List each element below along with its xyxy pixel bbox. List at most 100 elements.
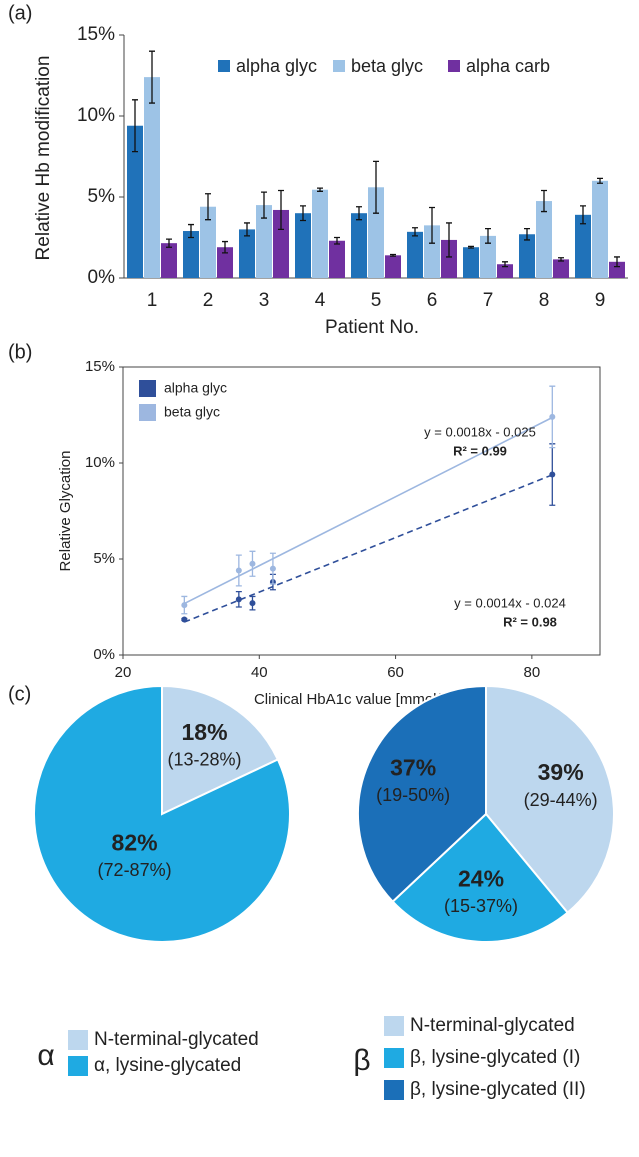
bar (609, 261, 625, 278)
error-bar (446, 222, 452, 258)
error-bar (502, 261, 508, 268)
error-bar (132, 99, 138, 153)
error-bar (317, 187, 323, 192)
error-bar (261, 191, 267, 219)
point (549, 471, 556, 478)
error-bar (278, 189, 284, 231)
legend-label: alpha glyc (164, 380, 227, 396)
bar (497, 264, 513, 278)
panel-label: (a) (8, 2, 32, 24)
error-bar (356, 206, 362, 221)
pie-slice (485, 684, 615, 915)
legend-label: α, lysine-glycated (94, 1055, 241, 1076)
legend-swatch (218, 60, 230, 72)
x-axis-title: Clinical HbA1c value [mmol/mol] (254, 691, 469, 708)
error-bar (205, 193, 211, 221)
bar (273, 209, 289, 278)
slice-range: (29-44%) (524, 790, 598, 810)
slice-range: (13-28%) (168, 750, 242, 770)
bar (239, 229, 255, 278)
x-tick-label: 4 (315, 290, 326, 311)
error-bar (614, 256, 620, 268)
trend-line (184, 474, 553, 623)
bar (385, 255, 401, 278)
point (249, 600, 256, 607)
bar (144, 77, 160, 279)
legend-label: β, lysine-glycated (II) (410, 1079, 586, 1100)
x-tick-label: 9 (595, 290, 606, 311)
point (549, 413, 556, 420)
legend-label: N-terminal-glycated (410, 1015, 575, 1036)
slice-value: 39% (538, 759, 584, 785)
error-bar (524, 227, 530, 241)
slice-value: 18% (181, 719, 227, 745)
bar (351, 213, 367, 278)
bar (312, 189, 328, 278)
bar (441, 239, 457, 278)
error-bar (373, 160, 379, 214)
error-bar (541, 189, 547, 213)
point (235, 596, 242, 603)
error-bar (412, 227, 418, 237)
y-tick-label: 5% (88, 186, 116, 207)
y-tick-label: 10% (85, 454, 115, 471)
bar (407, 231, 423, 278)
legend-swatch (139, 404, 156, 421)
x-tick-label: 20 (115, 664, 132, 681)
x-tick-label: 60 (387, 664, 404, 681)
x-tick-label: 7 (483, 290, 494, 311)
trend-equation: y = 0.0018x - 0.025 (424, 424, 536, 439)
y-tick-label: 15% (77, 24, 115, 45)
y-axis-title: Relative Glycation (57, 451, 74, 572)
x-tick-label: 2 (203, 290, 214, 311)
error-bar (390, 253, 396, 257)
error-bar (300, 205, 306, 222)
x-axis-title: Patient No. (325, 317, 419, 338)
x-tick-label: 40 (251, 664, 268, 681)
bar (592, 180, 608, 278)
error-bar (580, 205, 586, 225)
pie-slice (357, 684, 487, 904)
point (181, 602, 188, 609)
legend-swatch (68, 1056, 88, 1076)
point (269, 565, 276, 572)
point (235, 567, 242, 574)
legend-label: β, lysine-glycated (I) (410, 1047, 580, 1068)
slice-value: 82% (112, 829, 158, 855)
panel-label: (b) (8, 341, 32, 363)
x-tick-label: 1 (147, 290, 158, 311)
bar (553, 259, 569, 278)
trend-line (183, 416, 553, 605)
panel-label: (c) (8, 683, 31, 705)
legend-swatch (139, 380, 156, 397)
error-bar (468, 245, 474, 249)
error-bar (166, 238, 172, 248)
bar (519, 234, 535, 278)
y-tick-label: 0% (93, 646, 115, 663)
error-bar (485, 227, 491, 244)
bar (368, 187, 384, 278)
legend-swatch (333, 60, 345, 72)
pie-slice (33, 684, 291, 943)
bar (463, 247, 479, 278)
legend-label: beta glyc (164, 404, 220, 420)
pie-slice (391, 812, 569, 943)
legend-swatch (384, 1080, 404, 1100)
slice-value: 37% (390, 755, 436, 781)
bar (295, 213, 311, 278)
bar (183, 231, 199, 278)
bar (329, 240, 345, 278)
error-bar (149, 50, 155, 104)
error-bar (334, 236, 340, 245)
x-tick-label: 8 (539, 290, 550, 311)
legend-title: β (353, 1044, 370, 1077)
legend-label: N-terminal-glycated (94, 1029, 259, 1050)
error-bar (188, 223, 194, 239)
bar (127, 125, 143, 278)
y-tick-label: 5% (93, 550, 115, 567)
y-axis-title: Relative Hb modification (33, 56, 54, 261)
legend-swatch (448, 60, 460, 72)
error-bar (244, 222, 250, 237)
legend-swatch (384, 1016, 404, 1036)
